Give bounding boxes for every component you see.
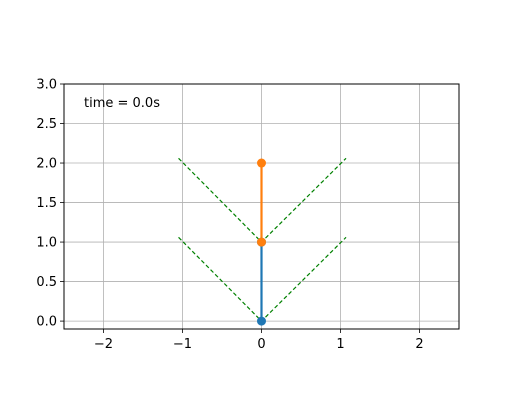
y-tick-label: 2.5 <box>36 117 57 132</box>
time-annotation: time = 0.0s <box>84 96 160 111</box>
y-tick-label: 1.0 <box>36 236 57 251</box>
y-tick-label: 0.0 <box>36 315 57 330</box>
y-tick-label: 0.5 <box>36 275 57 290</box>
joint-marker <box>257 158 266 168</box>
y-tick-label: 3.0 <box>36 78 57 93</box>
joint-marker <box>257 316 266 326</box>
joint-markers <box>257 158 266 326</box>
tick-marks <box>60 83 420 333</box>
x-tick-label: −1 <box>173 337 192 352</box>
joint-marker <box>257 237 266 247</box>
y-tick-labels: 0.0 0.5 1.0 1.5 2.0 2.5 3.0 <box>36 78 57 330</box>
x-tick-label: 2 <box>415 337 423 352</box>
x-tick-label: 0 <box>257 337 265 352</box>
x-tick-label: −2 <box>94 337 113 352</box>
y-tick-label: 1.5 <box>36 196 57 211</box>
y-tick-label: 2.0 <box>36 157 57 172</box>
x-tick-label: 1 <box>336 337 344 352</box>
x-tick-labels: −2 −1 0 1 2 <box>94 337 424 352</box>
